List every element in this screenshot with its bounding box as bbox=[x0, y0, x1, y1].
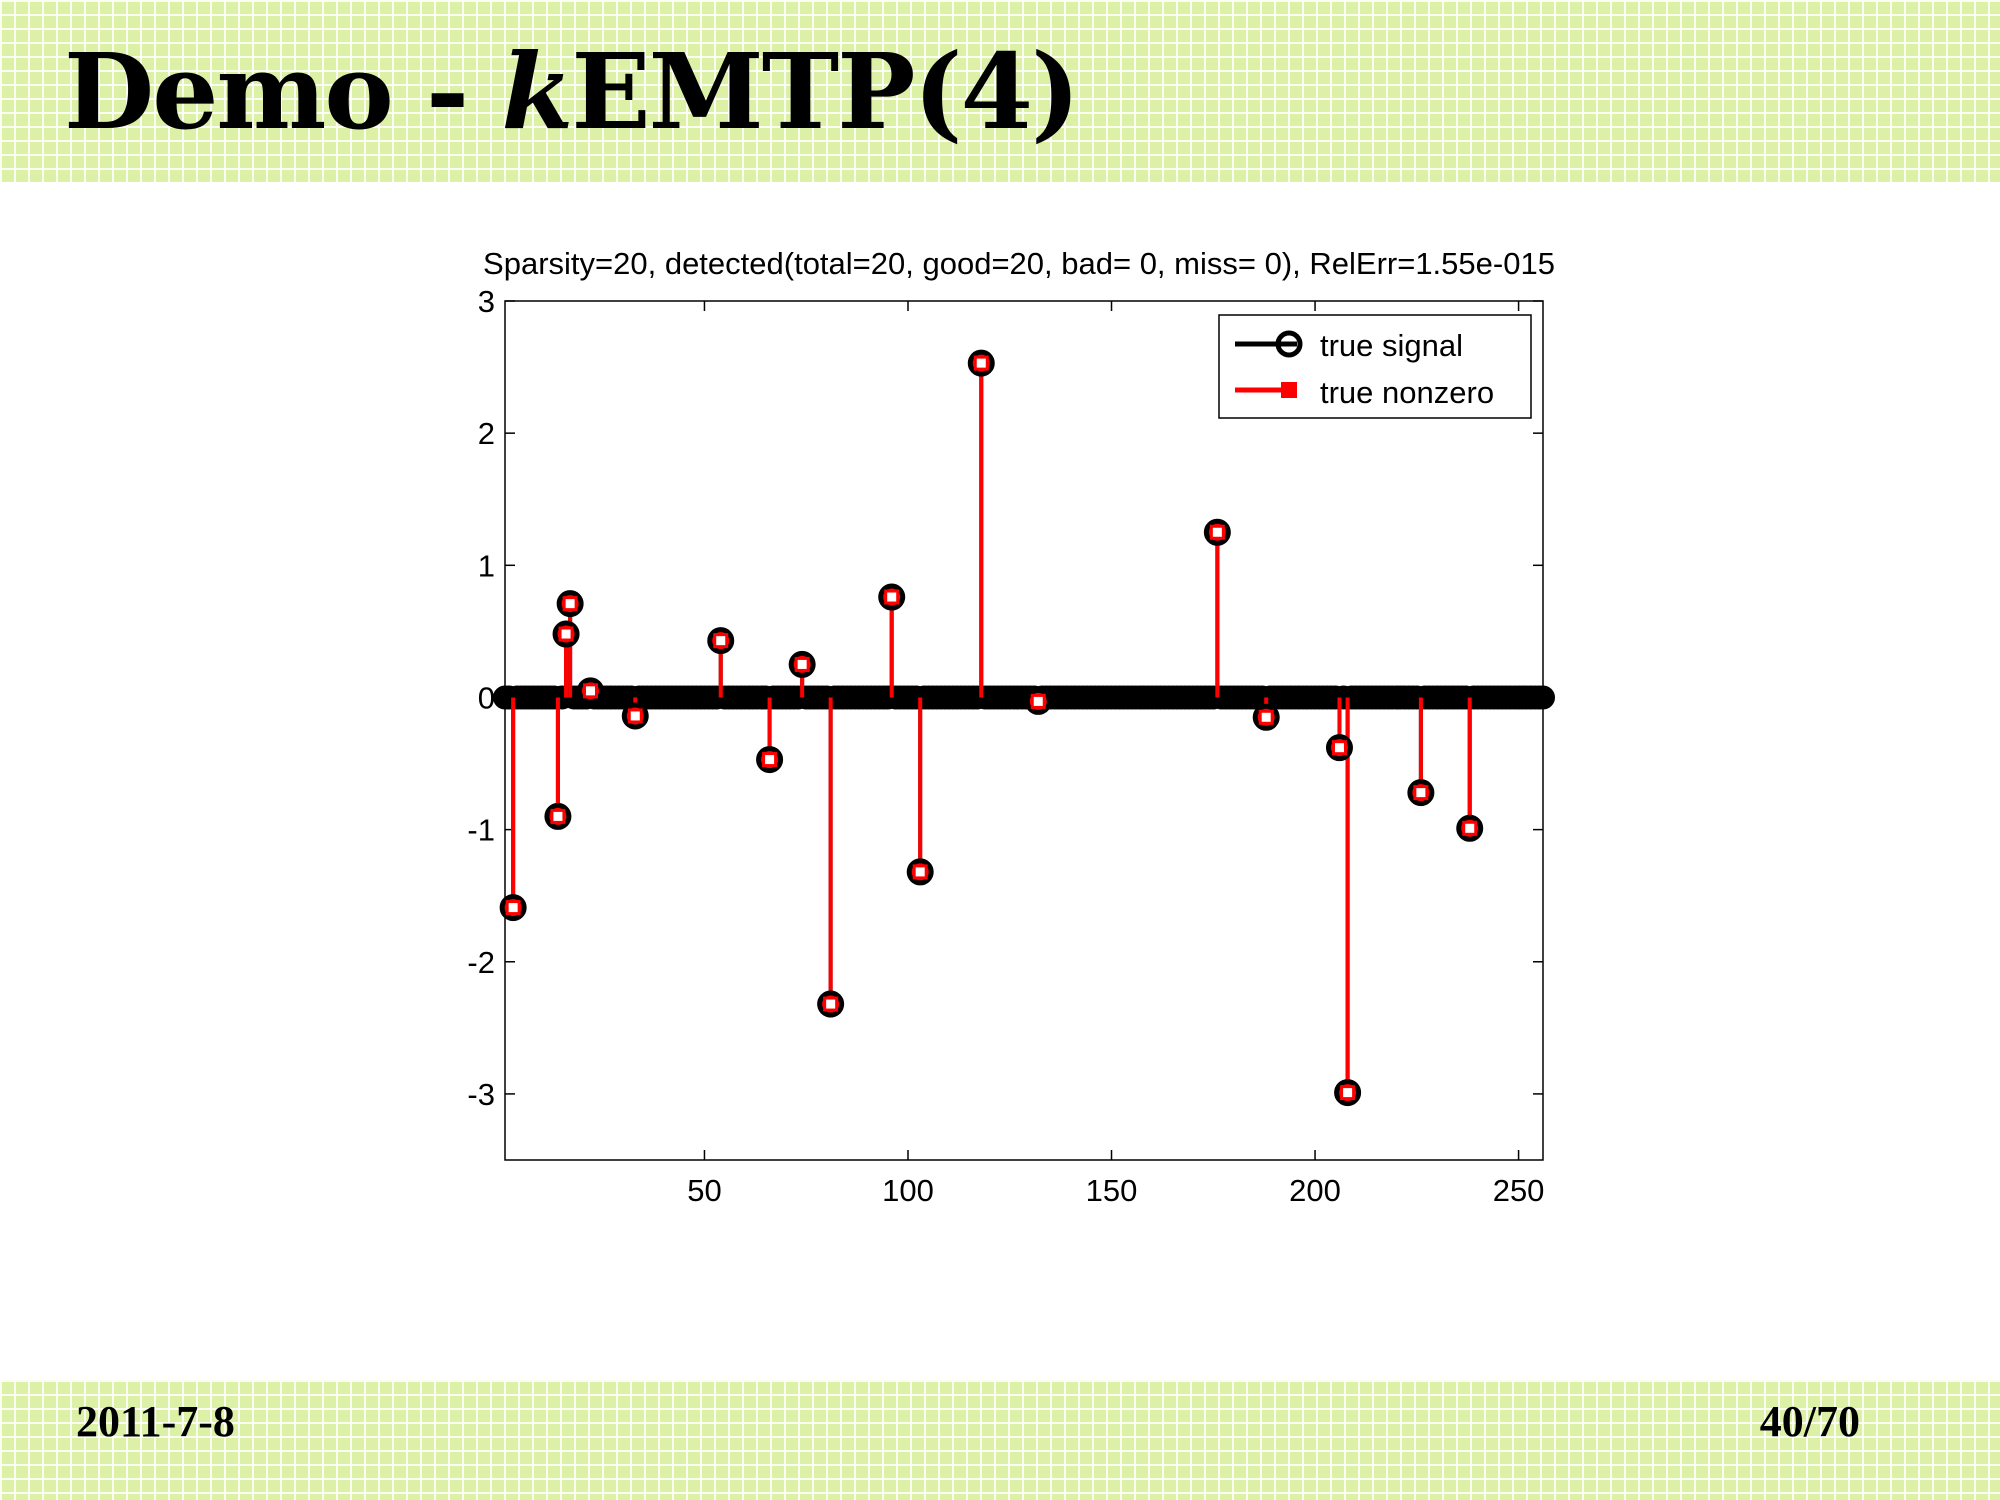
legend-marker-true-signal bbox=[1275, 330, 1303, 358]
y-tick-label: 0 bbox=[478, 680, 495, 715]
x-tick-label: 250 bbox=[1493, 1173, 1545, 1208]
nonzero-marker bbox=[582, 683, 598, 699]
nonzero-marker bbox=[627, 708, 643, 724]
y-tick-label: -1 bbox=[467, 813, 495, 848]
footer-band bbox=[0, 1380, 2000, 1500]
legend-label-true-signal: true signal bbox=[1320, 328, 1463, 363]
header-band bbox=[0, 0, 2000, 182]
slide-title: Demo - kEMTP(4) bbox=[64, 22, 1080, 162]
nonzero-marker bbox=[505, 900, 521, 916]
y-tick-label: 3 bbox=[478, 284, 495, 319]
legend-label-true-nonzero: true nonzero bbox=[1320, 375, 1494, 410]
nonzero-marker bbox=[1462, 820, 1478, 836]
nonzero-marker bbox=[762, 752, 778, 768]
nonzero-marker bbox=[1340, 1085, 1356, 1101]
nonzero-marker bbox=[912, 864, 928, 880]
page-number: 40/70 bbox=[1759, 1397, 1860, 1446]
nonzero-marker bbox=[884, 589, 900, 605]
nonzero-marker bbox=[713, 633, 729, 649]
y-tick-label: 2 bbox=[478, 416, 495, 451]
x-tick-label: 100 bbox=[882, 1173, 934, 1208]
y-tick-label: -3 bbox=[467, 1077, 495, 1112]
footer-date: 2011-7-8 bbox=[76, 1397, 235, 1446]
x-tick-label: 200 bbox=[1289, 1173, 1341, 1208]
nonzero-marker bbox=[1258, 709, 1274, 725]
x-tick-label: 50 bbox=[687, 1173, 721, 1208]
nonzero-marker bbox=[794, 656, 810, 672]
plot-area bbox=[504, 300, 1544, 1161]
nonzero-marker bbox=[1209, 524, 1225, 540]
slide-title-k: k bbox=[501, 30, 573, 153]
nonzero-marker bbox=[1413, 785, 1429, 801]
legend: true signal true nonzero bbox=[1218, 314, 1532, 419]
slide-title-suffix: EMTP(4) bbox=[571, 30, 1080, 153]
nonzero-marker bbox=[558, 626, 574, 642]
stem-chart: Sparsity=20, detected(total=20, good=20,… bbox=[467, 246, 1555, 1208]
y-tick-label: -2 bbox=[467, 945, 495, 980]
x-tick-label: 150 bbox=[1086, 1173, 1138, 1208]
chart-title: Sparsity=20, detected(total=20, good=20,… bbox=[483, 246, 1555, 281]
y-tick-label: 1 bbox=[478, 548, 495, 583]
signal-zero-marker bbox=[1531, 685, 1555, 710]
legend-box bbox=[1218, 314, 1532, 419]
slide-title-prefix: Demo - bbox=[64, 30, 502, 153]
nonzero-marker bbox=[823, 996, 839, 1012]
nonzero-marker bbox=[562, 596, 578, 612]
nonzero-marker bbox=[973, 355, 989, 371]
nonzero-marker bbox=[550, 808, 566, 824]
nonzero-marker bbox=[1331, 740, 1347, 756]
nonzero-marker bbox=[1030, 693, 1046, 709]
legend-marker-true-nonzero bbox=[1281, 382, 1297, 398]
